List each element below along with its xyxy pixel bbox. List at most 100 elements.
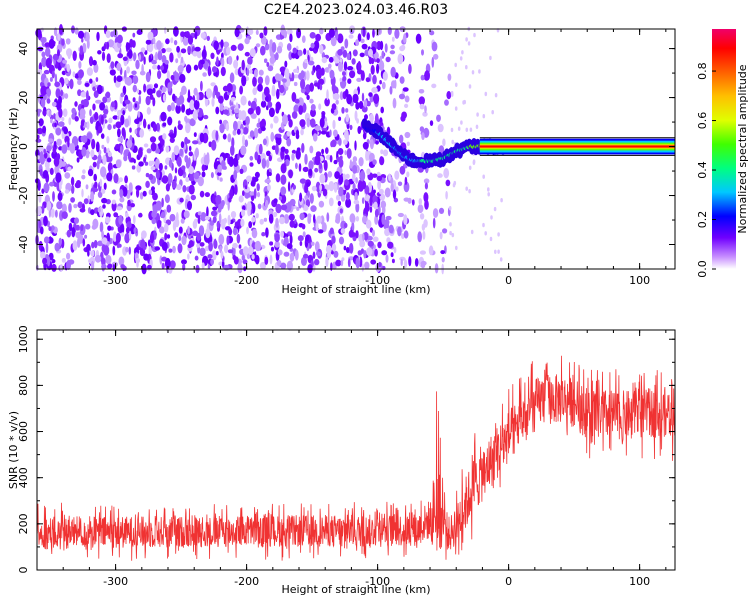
spectrogram-cell — [244, 51, 250, 57]
spectrogram-cell — [361, 263, 364, 272]
spectrogram-cell — [463, 99, 467, 105]
spectrogram-cell — [404, 95, 410, 103]
spectrogram-cell — [216, 221, 220, 229]
spectrogram-cell — [131, 70, 137, 76]
spectrogram-cell — [280, 163, 287, 174]
spectrogram-cell — [283, 29, 288, 39]
spectrogram-cell — [142, 190, 147, 197]
spectrogram-cell — [199, 190, 205, 198]
spectrogram-cell — [269, 42, 272, 49]
spectrogram-cell — [204, 215, 210, 221]
spectrogram-cell — [484, 231, 488, 236]
spectrogram-cell — [299, 241, 303, 246]
spectrogram-cell — [286, 43, 292, 51]
spectrogram-cell — [165, 47, 172, 53]
spectrogram-cell — [417, 204, 424, 214]
spectrogram-cell — [453, 180, 457, 186]
spectrogram-cell — [362, 132, 367, 140]
spectrogram-cell — [342, 71, 346, 76]
spectrogram-cell — [433, 53, 439, 60]
x-tick-label: -200 — [234, 575, 259, 588]
spectrogram-cell — [241, 75, 247, 87]
spectrogram-cell — [79, 108, 86, 117]
spectrogram-cell — [107, 151, 112, 158]
spectrogram-cell — [215, 106, 220, 115]
spectrogram-cell — [174, 218, 180, 228]
spectrogram-cell — [107, 39, 114, 48]
spectrogram-cell — [328, 197, 334, 207]
spectrogram-cell — [315, 33, 321, 42]
spectrogram-cell — [379, 40, 384, 51]
spectrogram-cell — [362, 215, 368, 224]
y-tick-label: 1000 — [17, 325, 30, 353]
spectrogram-cell — [213, 239, 218, 249]
spectrogram-cell — [68, 117, 72, 126]
spectrogram-cell — [408, 63, 412, 74]
spectrogram-cell — [161, 197, 164, 208]
spectrogram-cell — [236, 233, 241, 244]
spectrogram-cell — [381, 81, 386, 90]
spectrogram-cell — [286, 260, 293, 271]
spectrogram-cell — [319, 184, 322, 192]
spectrogram-cell — [125, 42, 131, 50]
spectrogram-cell — [66, 63, 71, 73]
spectrogram-cell — [264, 199, 269, 209]
spectrogram-cell — [82, 203, 85, 211]
spectrogram-cell — [312, 172, 315, 179]
spectrogram-cell — [280, 186, 287, 196]
spectrogram-cell — [148, 245, 152, 256]
spectrogram-cell — [157, 70, 162, 80]
spectrogram-cell — [121, 75, 125, 82]
spectrogram-cell — [473, 32, 476, 38]
spectrogram-cell — [220, 159, 226, 170]
spectrogram-cell — [291, 72, 295, 82]
spectrogram-cell — [294, 98, 300, 104]
spectrogram-cell — [374, 208, 379, 218]
spectrogram-cell — [242, 127, 249, 135]
spectrogram-cell — [233, 227, 238, 236]
spectrogram-cell — [85, 31, 90, 43]
spectrogram-cell — [48, 252, 54, 261]
spectrogram-cell — [354, 110, 358, 121]
spectrogram-cell — [134, 103, 138, 108]
spectrogram-cell — [202, 72, 207, 77]
spectrogram-cell — [237, 263, 243, 274]
spectrogram-cell — [179, 148, 184, 157]
spectrogram-cell — [465, 127, 469, 132]
spectrogram-cell — [45, 242, 49, 254]
spectrogram-cell — [355, 257, 361, 269]
spectrogram-cell — [178, 226, 183, 234]
top-x-axis-label: Height of straight line (km) — [281, 283, 430, 296]
spectrogram-cell — [181, 165, 186, 171]
spectrogram-cell — [215, 130, 219, 141]
spectrogram-cell — [151, 218, 156, 225]
spectrogram-cell — [249, 130, 255, 138]
spectrogram-cell — [82, 169, 86, 174]
spectrogram-cell — [420, 263, 426, 269]
spectrogram-cell — [451, 232, 455, 238]
spectrogram-cell — [95, 141, 100, 153]
spectrogram-cell — [59, 179, 62, 191]
spectrogram-cell — [287, 181, 291, 192]
spectrogram-cell — [233, 59, 239, 69]
spectrogram-cell — [91, 138, 96, 150]
spectrogram-cell — [294, 219, 297, 225]
spectrogram-cell — [465, 186, 469, 191]
spectrogram-cell — [188, 151, 193, 157]
colorbar: 0.0 0.2 0.4 0.6 0.8 Normalized spectral ampl… — [696, 29, 749, 278]
spectrogram-cell — [381, 250, 388, 256]
spectrogram-cell — [40, 27, 44, 32]
spectrogram-cell — [159, 65, 165, 71]
spectrogram-cell — [478, 69, 481, 74]
spectrogram-cell — [240, 95, 247, 106]
spectrogram-cell — [143, 143, 149, 148]
spectrogram-cell — [373, 189, 376, 194]
spectrogram-cell — [100, 115, 104, 125]
spectrogram-cell — [251, 253, 255, 260]
spectrogram-cell — [343, 139, 348, 145]
spectrogram-cell — [499, 257, 503, 262]
spectrogram-cell — [491, 110, 495, 115]
spectrogram-cell — [192, 110, 198, 121]
snr-frame — [36, 329, 676, 571]
spectrogram-cell — [81, 174, 86, 180]
